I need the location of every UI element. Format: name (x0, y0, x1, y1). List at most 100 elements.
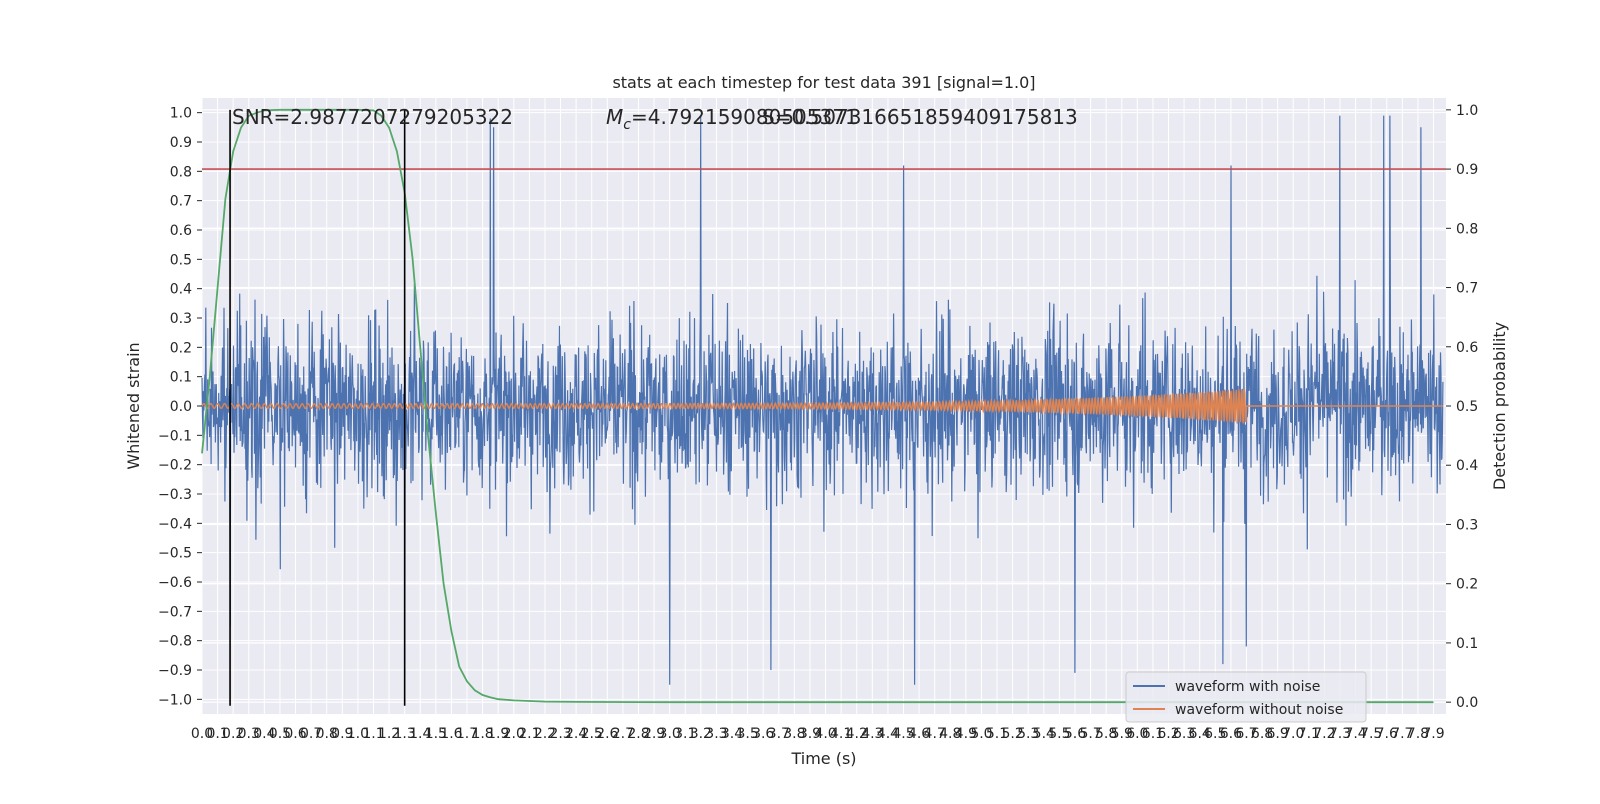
x-tick-label: 7.2 (1313, 726, 1335, 742)
x-tick-label: 7.1 (1298, 726, 1320, 742)
x-tick-label: 1.7 (456, 726, 478, 742)
y-tick-label: −0.5 (158, 546, 192, 562)
x-tick-label: 2.5 (581, 726, 603, 742)
x-tick-label: 5.3 (1017, 726, 1039, 742)
x-tick-label: 3.9 (799, 726, 821, 742)
x-tick-label: 4.3 (861, 726, 883, 742)
x-tick-label: 1.5 (425, 726, 447, 742)
y-tick-label: 0.1 (170, 370, 192, 386)
y-tick-label: 0.6 (170, 223, 192, 239)
y-tick-label: −0.8 (158, 634, 192, 650)
x-tick-label: 0.4 (253, 726, 275, 742)
x-tick-label: 2.8 (627, 726, 649, 742)
x-tick-label: 0.9 (331, 726, 353, 742)
y2-tick-label: 0.8 (1456, 221, 1478, 237)
x-tick-label: 4.2 (846, 726, 868, 742)
y-tick-label: −0.7 (158, 604, 192, 620)
x-tick-label: 6.7 (1235, 726, 1257, 742)
series-probability (201, 108, 1434, 704)
x-tick-label: 4.4 (877, 726, 899, 742)
y-tick-label: −0.4 (158, 516, 192, 532)
x-tick-label: 1.0 (347, 726, 369, 742)
y-tick-label: 0.4 (170, 282, 192, 298)
y2-tick-label: 1.0 (1456, 103, 1478, 119)
x-tick-labels: 0.00.10.20.30.40.50.60.70.80.91.01.11.21… (191, 726, 1445, 742)
x-tick-label: 1.2 (378, 726, 400, 742)
x-tick-label: 0.1 (206, 726, 228, 742)
y-tick-label: 0.0 (170, 399, 192, 415)
x-tick-label: 5.4 (1033, 726, 1055, 742)
y2-tick-labels: 0.0 0.1 0.2 0.3 0.4 0.5 0.6 0.7 0.8 0.9 1.0 (1446, 103, 1478, 711)
x-tick-label: 6.3 (1173, 726, 1195, 742)
y-tick-label: 0.3 (170, 311, 192, 327)
vertical-markers (229, 109, 406, 706)
x-tick-label: 2.6 (596, 726, 618, 742)
y-tick-label: −0.3 (158, 487, 192, 503)
x-tick-label: 5.5 (1048, 726, 1070, 742)
x-tick-label: 5.6 (1064, 726, 1086, 742)
legend-label-clean: waveform without noise (1175, 702, 1343, 718)
y-tick-label: 1.0 (170, 106, 192, 122)
y-tick-label: 0.2 (170, 340, 192, 356)
x-tick-label: 1.8 (471, 726, 493, 742)
x-tick-label: 3.8 (783, 726, 805, 742)
y-tick-label: −0.9 (158, 663, 192, 679)
chart-title: stats at each timestep for test data 391… (612, 73, 1035, 92)
x-tick-label: 7.7 (1391, 726, 1413, 742)
s-annotation: S=0.5073166518594091758​13 (762, 105, 1078, 129)
legend: waveform with noise waveform without noi… (1125, 671, 1367, 723)
x-tick-label: 6.1 (1142, 726, 1164, 742)
x-tick-label: 2.4 (565, 726, 587, 742)
waveform-without-noise-line (201, 389, 1443, 424)
y-tick-label: 0.7 (170, 194, 192, 210)
x-tick-label: 7.3 (1329, 726, 1351, 742)
x-tick-label: 1.6 (440, 726, 462, 742)
x-tick-label: 3.3 (705, 726, 727, 742)
y-tick-label: −0.6 (158, 575, 192, 591)
x-tick-label: 2.1 (518, 726, 540, 742)
x-tick-label: 0.0 (191, 726, 213, 742)
x-tick-label: 7.0 (1282, 726, 1304, 742)
x-tick-label: 5.8 (1095, 726, 1117, 742)
y2-tick-label: 0.3 (1456, 517, 1478, 533)
x-axis-label: Time (s) (790, 749, 856, 768)
x-tick-label: 3.2 (690, 726, 712, 742)
x-tick-label: 7.4 (1344, 726, 1366, 742)
x-tick-label: 7.9 (1422, 726, 1444, 742)
x-tick-label: 0.3 (238, 726, 260, 742)
y-axis-label: Whitened strain (124, 342, 143, 469)
x-tick-label: 3.0 (659, 726, 681, 742)
x-tick-label: 6.8 (1251, 726, 1273, 742)
x-tick-label: 0.8 (316, 726, 338, 742)
x-tick-label: 3.4 (721, 726, 743, 742)
x-tick-label: 3.5 (736, 726, 758, 742)
x-tick-label: 0.6 (284, 726, 306, 742)
x-tick-label: 6.5 (1204, 726, 1226, 742)
chirp-mass-annotation: Mc=4.792159080505371 (606, 105, 858, 133)
x-tick-label: 5.2 (1001, 726, 1023, 742)
y2-tick-label: 0.2 (1456, 577, 1478, 593)
y2-tick-label: 0.4 (1456, 458, 1478, 474)
x-tick-label: 7.8 (1407, 726, 1429, 742)
series-waveform-without-noise (201, 389, 1443, 424)
x-tick-label: 4.7 (924, 726, 946, 742)
y-tick-label: −0.1 (158, 428, 192, 444)
y2-tick-label: 0.5 (1456, 399, 1478, 415)
x-tick-label: 1.9 (487, 726, 509, 742)
x-tick-label: 7.6 (1376, 726, 1398, 742)
x-tick-label: 2.0 (503, 726, 525, 742)
y-tick-label: 0.5 (170, 252, 192, 268)
x-tick-label: 6.6 (1220, 726, 1242, 742)
snr-annotation: SNR=2.9877207279205322 (232, 105, 513, 129)
x-tick-label: 6.9 (1267, 726, 1289, 742)
y2-tick-label: 0.9 (1456, 162, 1478, 178)
y2-tick-label: 0.6 (1456, 340, 1478, 356)
x-tick-label: 1.1 (362, 726, 384, 742)
y-tick-label: −0.2 (158, 458, 192, 474)
x-tick-label: 5.9 (1111, 726, 1133, 742)
x-tick-label: 1.4 (409, 726, 431, 742)
x-tick-label: 0.7 (300, 726, 322, 742)
x-tick-label: 2.2 (534, 726, 556, 742)
x-tick-label: 3.7 (768, 726, 790, 742)
